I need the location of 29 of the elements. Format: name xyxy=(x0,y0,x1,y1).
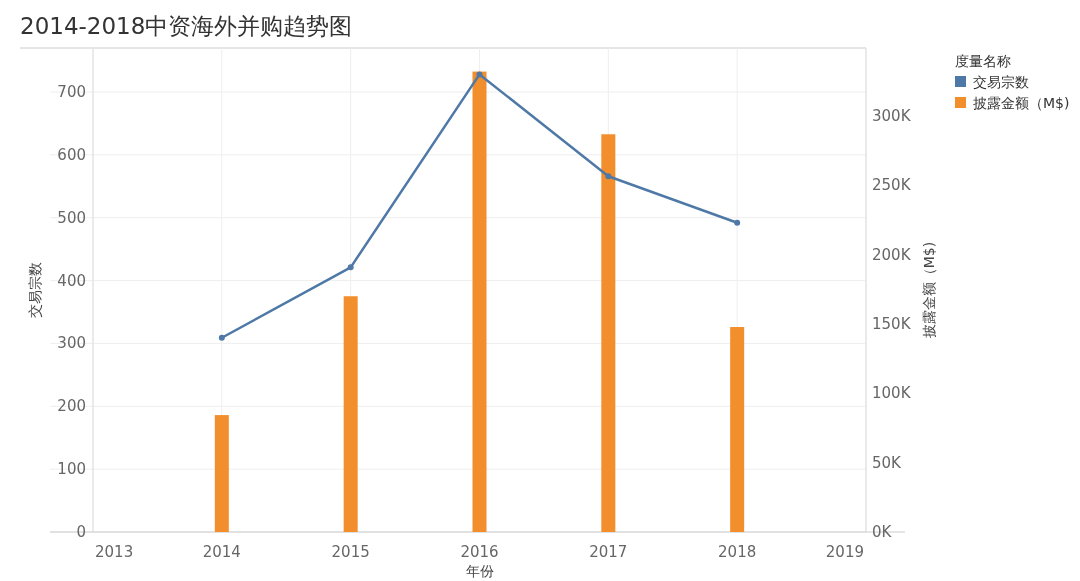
legend-label: 披露金额（M$) xyxy=(973,95,1070,111)
y-tick-label: 400 xyxy=(57,271,86,290)
legend-title: 度量名称 xyxy=(955,53,1011,69)
y-tick-label: 0 xyxy=(76,523,86,541)
y-tick-label: 500 xyxy=(57,208,86,227)
y-tick-label: 200 xyxy=(57,397,86,416)
x-tick-label: 2019 xyxy=(825,543,864,561)
y-tick-label: 600 xyxy=(57,145,86,164)
x-tick-label: 2017 xyxy=(589,543,628,561)
y2-axis-title: 披露金额（M$) xyxy=(921,241,937,339)
x-tick-label: 2014 xyxy=(202,543,241,561)
y-tick-label: 100 xyxy=(57,460,86,479)
chart-title: 2014-2018中资海外并购趋势图 xyxy=(20,13,353,39)
x-tick-label: 2018 xyxy=(718,543,757,561)
y2-tick-label: 50K xyxy=(872,453,903,472)
y2-tick-label: 100K xyxy=(872,384,912,403)
legend-label: 交易宗数 xyxy=(973,74,1029,90)
y-tick-label: 300 xyxy=(57,334,86,353)
y-tick-label: 700 xyxy=(57,83,86,101)
x-tick-label: 2016 xyxy=(460,543,499,561)
y-axis-title: 交易宗数 xyxy=(27,262,43,318)
x-tick-label: 2015 xyxy=(331,543,370,561)
y2-tick-label: 150K xyxy=(872,314,912,333)
y2-tick-label: 0K xyxy=(872,523,893,541)
y2-tick-label: 250K xyxy=(872,176,912,195)
x-axis-title: 年份 xyxy=(465,563,494,579)
y2-tick-label: 300K xyxy=(872,106,912,125)
y2-tick-label: 200K xyxy=(872,245,912,264)
x-tick-label: 2013 xyxy=(95,543,134,561)
